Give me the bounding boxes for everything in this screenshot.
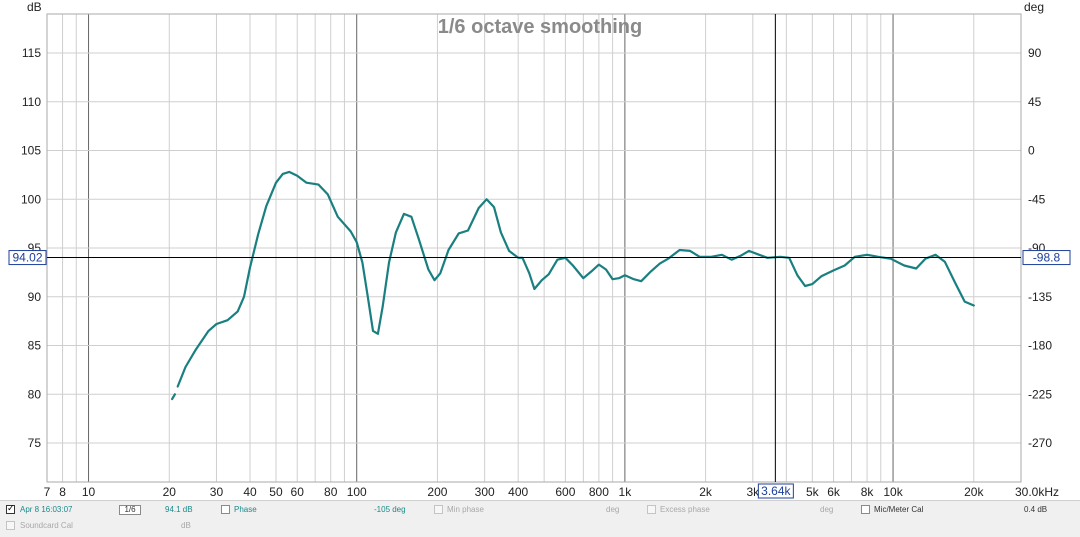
- smoothing-swatch[interactable]: 1/6: [119, 505, 141, 515]
- frequency-response-chart[interactable]: 1/6 octave smoothing dB deg 758085909510…: [0, 0, 1080, 500]
- soundcard-cal-unit: dB: [181, 521, 191, 530]
- min-phase-unit: deg: [606, 505, 620, 514]
- y-tick-label-left: 80: [28, 387, 42, 401]
- series-line: [171, 393, 176, 401]
- cursor-y-readout-left: 94.02: [12, 251, 42, 265]
- x-tick-label: 3k: [746, 485, 760, 499]
- x-tick-label: 200: [427, 485, 447, 499]
- x-tick-label: 40: [243, 485, 257, 499]
- x-tick-label: 2k: [699, 485, 713, 499]
- legend-bar: Apr 8 16:03:07 1/6 94.1 dB Phase -105 de…: [0, 500, 1080, 537]
- x-tick-label: 5k: [806, 485, 820, 499]
- x-tick-label: 100: [347, 485, 367, 499]
- y-tick-label-right: 45: [1028, 95, 1042, 109]
- y-tick-label-left: 75: [28, 436, 42, 450]
- cursor-y-readout-right-box: [1022, 250, 1071, 266]
- x-tick-label: 300: [475, 485, 495, 499]
- y-tick-label-left: 115: [22, 46, 41, 60]
- x-tick-label: 400: [508, 485, 528, 499]
- y-tick-label-right: -270: [1028, 436, 1052, 450]
- excess-phase-unit: deg: [820, 505, 834, 514]
- cursor-y-readout-left-box: [8, 250, 47, 266]
- series-line: [176, 170, 975, 388]
- min-phase-checkbox[interactable]: [434, 505, 443, 514]
- x-tick-label: 1k: [619, 485, 633, 499]
- series-layer: [171, 170, 975, 401]
- legend-row-2: Soundcard Cal dB: [0, 519, 1080, 535]
- plot-frame: [46, 13, 1022, 483]
- soundcard-cal-label: Soundcard Cal: [20, 521, 73, 530]
- cursor-x-readout: 3.64k: [761, 484, 791, 498]
- measurement-checkbox[interactable]: [6, 503, 15, 514]
- x-tick-label: 80: [324, 485, 338, 499]
- x-tick-label: 50: [269, 485, 283, 499]
- chart-title: 1/6 octave smoothing: [438, 16, 643, 38]
- x-tick-label: 30: [210, 485, 224, 499]
- min-phase-label: Min phase: [447, 505, 484, 514]
- x-tick-label: 600: [555, 485, 575, 499]
- legend-row-1: Apr 8 16:03:07 1/6 94.1 dB Phase -105 de…: [0, 503, 1080, 519]
- grid-lines: [46, 14, 1022, 482]
- measurement-name[interactable]: Apr 8 16:03:07: [20, 505, 73, 514]
- y-tick-label-right: 0: [1028, 144, 1035, 158]
- y-tick-label-right: 90: [1028, 46, 1042, 60]
- x-tick-label: 20k: [964, 485, 984, 499]
- excess-phase-checkbox[interactable]: [647, 505, 656, 514]
- x-tick-label: 10: [82, 485, 96, 499]
- phase-value: -105 deg: [374, 505, 406, 514]
- x-tick-label: 60: [291, 485, 305, 499]
- cursor-y-readout-right: -98.8: [1033, 251, 1061, 265]
- y-tick-label-left: 100: [21, 192, 41, 206]
- cursor[interactable]: 94.02 -98.8 3.64k: [8, 14, 1071, 499]
- y-unit-right: deg: [1024, 0, 1044, 14]
- y-tick-label-left: 90: [28, 290, 42, 304]
- y-tick-label-right: -135: [1028, 290, 1052, 304]
- y-unit-left: dB: [27, 0, 42, 14]
- excess-phase-label: Excess phase: [660, 505, 710, 514]
- x-tick-label: 30.0kHz: [1015, 485, 1059, 499]
- y-tick-label-left: 85: [28, 339, 42, 353]
- soundcard-cal-checkbox[interactable]: [6, 521, 15, 530]
- y-tick-label-left: 110: [22, 95, 41, 109]
- mic-cal-value: 0.4 dB: [1024, 505, 1048, 514]
- x-tick-label: 10k: [883, 485, 903, 499]
- mic-cal-checkbox[interactable]: [861, 505, 870, 514]
- cursor-x-readout-box: [757, 483, 794, 499]
- x-tick-label: 6k: [827, 485, 841, 499]
- chart-background: [0, 0, 1080, 500]
- y-tick-label-left: 105: [21, 144, 41, 158]
- spl-value: 94.1 dB: [165, 505, 193, 514]
- y-tick-label-right: -180: [1028, 339, 1052, 353]
- y-tick-label-right: -45: [1028, 192, 1046, 206]
- x-tick-label: 8: [59, 485, 66, 499]
- x-tick-label: 7: [44, 485, 51, 499]
- x-tick-label: 20: [163, 485, 177, 499]
- x-axis-ticks: 7 8 10 20 30 40 50 60 80 100 200 300 400 600 800 1k 2k 3k…: [44, 485, 1059, 499]
- mic-cal-label: Mic/Meter Cal: [874, 505, 924, 514]
- y-tick-label-right: -225: [1028, 387, 1052, 401]
- phase-label: Phase: [234, 505, 257, 514]
- phase-checkbox[interactable]: [221, 505, 230, 514]
- x-tick-label: 800: [589, 485, 609, 499]
- x-tick-label: 8k: [861, 485, 875, 499]
